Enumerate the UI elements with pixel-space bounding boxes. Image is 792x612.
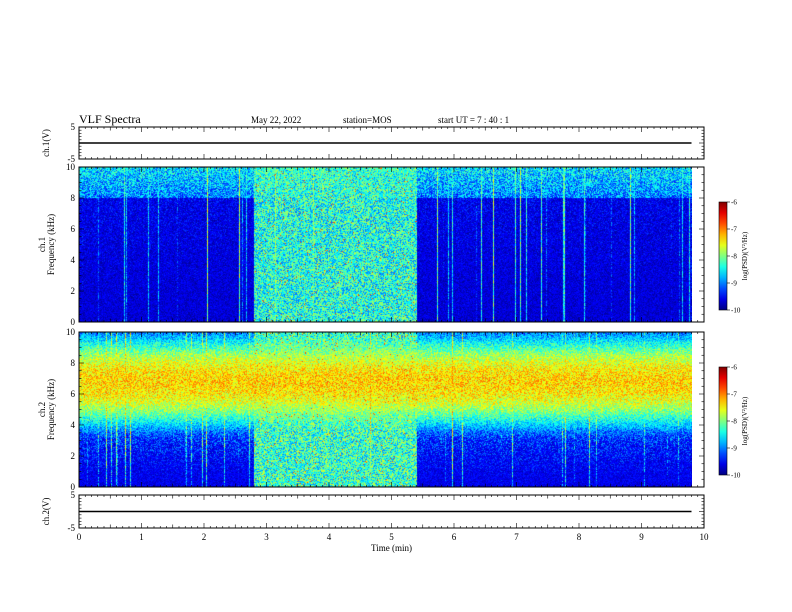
y-axis-label: ch.1 bbox=[37, 237, 47, 252]
y-tick-label: 5 bbox=[71, 122, 76, 132]
colorbars: -6 -7 -8 -9 -10 log(PSD)(V²/Hz) -6 -7 -8 -9 -10 log… bbox=[718, 199, 749, 480]
ch2-spectrogram-panel: 0 2 4 6 8 10 ch.2 Frequency (kHz) bbox=[37, 327, 705, 492]
colorbar bbox=[718, 366, 728, 476]
x-tick-label: 7 bbox=[514, 532, 519, 542]
y-axis-label: Frequency (kHz) bbox=[46, 214, 56, 275]
colorbar-tick-label: -6 bbox=[731, 199, 737, 207]
header-start-time: start UT = 7 : 40 : 1 bbox=[438, 115, 509, 125]
y-tick-label: 4 bbox=[71, 420, 76, 430]
x-tick-label: 4 bbox=[327, 532, 332, 542]
x-tick-label: 10 bbox=[700, 532, 710, 542]
figure-title: VLF Spectra bbox=[79, 112, 141, 126]
y-axis-label: ch.1(V) bbox=[41, 129, 51, 157]
x-tick-label: 3 bbox=[264, 532, 269, 542]
y-tick-label: -5 bbox=[68, 523, 76, 533]
y-tick-label: 2 bbox=[71, 286, 76, 296]
colorbar-tick-label: -8 bbox=[731, 418, 737, 426]
time-axis: 0 1 2 3 4 5 6 7 8 9 10 Time (min) bbox=[77, 532, 709, 553]
x-tick-label: 9 bbox=[639, 532, 644, 542]
header-date: May 22, 2022 bbox=[251, 115, 301, 125]
colorbar-tick-label: -10 bbox=[731, 307, 741, 315]
x-tick-label: 2 bbox=[202, 532, 207, 542]
spectrogram-image bbox=[79, 167, 692, 322]
y-axis-label: ch.2(V) bbox=[41, 498, 51, 526]
y-tick-label: 10 bbox=[66, 162, 76, 172]
x-tick-label: 1 bbox=[139, 532, 144, 542]
y-axis-label: ch.2 bbox=[37, 402, 47, 417]
y-tick-label: 5 bbox=[71, 490, 76, 500]
y-tick-label: 0 bbox=[71, 482, 76, 492]
spectrogram-image bbox=[79, 332, 692, 487]
colorbar-label: log(PSD)(V²/Hz) bbox=[741, 231, 749, 280]
x-tick-label: 8 bbox=[577, 532, 582, 542]
colorbar bbox=[718, 201, 728, 311]
y-tick-label: 0 bbox=[71, 317, 76, 327]
header-station: station=MOS bbox=[343, 115, 392, 125]
colorbar-tick-label: -6 bbox=[731, 364, 737, 372]
y-tick-label: 6 bbox=[71, 389, 76, 399]
x-axis-label: Time (min) bbox=[371, 543, 412, 553]
colorbar-tick-label: -7 bbox=[731, 391, 737, 399]
colorbar-tick-label: -9 bbox=[731, 280, 737, 288]
colorbar-tick-label: -9 bbox=[731, 445, 737, 453]
ch1-waveform-panel: 5 -5 ch.1(V) bbox=[41, 122, 705, 164]
y-tick-label: 10 bbox=[66, 327, 76, 337]
colorbar-tick-label: -8 bbox=[731, 253, 737, 261]
colorbar-label: log(PSD)(V²/Hz) bbox=[741, 396, 749, 445]
y-tick-label: 2 bbox=[71, 451, 76, 461]
ch1-spectrogram-panel: 0 2 4 6 8 10 ch.1 Frequency (kHz) bbox=[37, 162, 705, 327]
y-tick-label: 8 bbox=[71, 358, 76, 368]
colorbar-tick-label: -10 bbox=[731, 472, 741, 480]
y-axis-label: Frequency (kHz) bbox=[46, 379, 56, 440]
x-tick-label: 5 bbox=[389, 532, 394, 542]
colorbar-tick-label: -7 bbox=[731, 226, 737, 234]
y-tick-label: 8 bbox=[71, 193, 76, 203]
ch2-waveform-panel: 5 -5 ch.2(V) bbox=[41, 490, 705, 533]
y-tick-label: 6 bbox=[71, 224, 76, 234]
x-tick-label: 0 bbox=[77, 532, 82, 542]
y-tick-label: -5 bbox=[68, 154, 76, 164]
x-tick-label: 6 bbox=[452, 532, 457, 542]
y-tick-label: 4 bbox=[71, 255, 76, 265]
